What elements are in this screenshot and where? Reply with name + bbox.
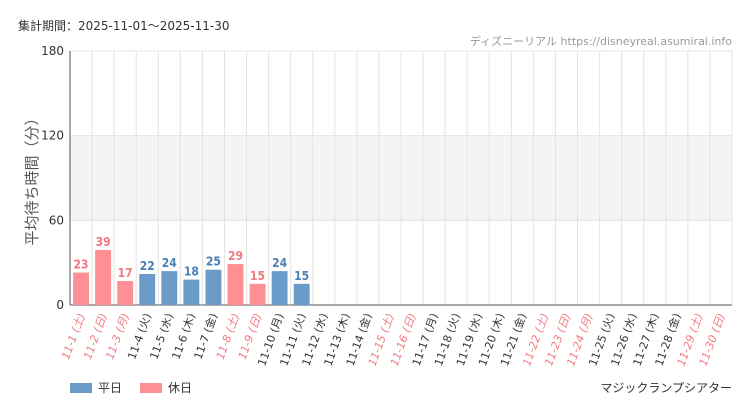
bar [95,249,112,305]
bar [117,281,134,305]
legend: 平日 休日 [70,379,192,396]
bar-value-label: 24 [162,256,178,270]
bar-value-label: 15 [294,269,309,283]
legend-weekday-label: 平日 [98,381,123,395]
bar-value-label: 29 [228,249,243,263]
bar [161,271,178,305]
bar [183,279,200,305]
y-tick-label: 180 [41,44,64,58]
y-tick-label: 120 [41,129,64,143]
bar-value-label: 39 [96,235,111,249]
bar [271,271,288,305]
facility-name: マジックランプシアター [600,381,732,395]
y-tick-label: 60 [49,213,64,227]
period-label: 集計期間：2025-11-01～2025-11-30 [18,19,230,33]
y-tick-label: 0 [56,298,64,312]
y-axis-title: 平均待ち時間（分） [23,110,41,245]
holiday-swatch [140,382,163,393]
bar [73,272,89,305]
legend-holiday-label: 休日 [168,381,193,395]
bar-value-label: 24 [272,256,288,270]
bar-value-label: 17 [118,266,133,280]
bar [139,273,156,305]
bar-value-label: 15 [250,269,265,283]
bar [249,283,266,305]
bar [205,269,222,305]
source-label: ディズニーリアル https://disneyreal.asumirai.inf… [469,35,732,48]
bar-value-label: 23 [74,258,89,272]
bar [227,264,244,305]
bar-value-label: 25 [206,255,221,269]
bar-value-label: 22 [140,259,155,273]
legend-weekday: 平日 [70,379,122,396]
bar-value-label: 18 [184,265,199,279]
weekday-swatch [70,382,92,393]
bar [293,283,310,305]
legend-holiday: 休日 [140,379,192,396]
